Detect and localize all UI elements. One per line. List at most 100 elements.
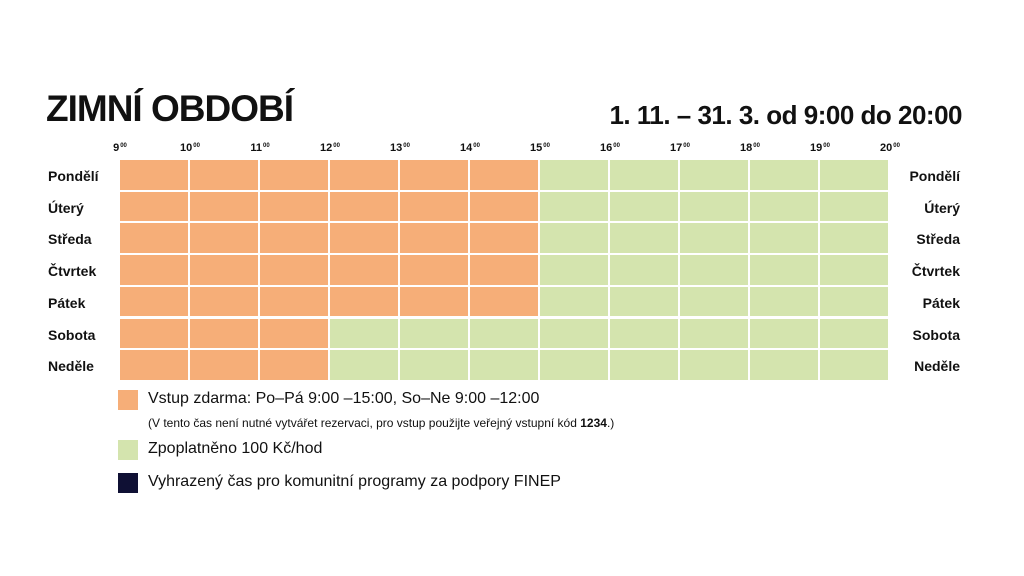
schedule-cell <box>820 318 888 349</box>
day-label-right: Úterý <box>924 199 960 216</box>
hour-tick-hour: 12 <box>320 142 333 154</box>
schedule-cell <box>260 286 328 317</box>
schedule-cell <box>400 286 468 317</box>
hour-tick: 900 <box>113 142 127 154</box>
schedule-grid <box>120 160 890 382</box>
day-label-left: Pondělí <box>48 168 99 184</box>
hour-tick: 1400 <box>460 142 480 154</box>
schedule-cell <box>470 350 538 380</box>
legend-reserved-swatch <box>118 473 138 493</box>
hour-tick-minutes: 00 <box>893 143 900 149</box>
hour-tick: 1000 <box>180 142 200 154</box>
schedule-cell <box>190 318 258 349</box>
schedule-cell <box>540 191 608 222</box>
hour-tick-hour: 9 <box>113 142 120 154</box>
schedule-cell <box>260 255 328 285</box>
day-label-left: Čtvrtek <box>48 263 97 280</box>
schedule-cell <box>540 223 608 254</box>
schedule-cell <box>680 286 748 317</box>
legend-paid-label: Zpoplatněno 100 Kč/hod <box>148 440 323 457</box>
schedule-cell <box>120 255 188 285</box>
hour-tick-hour: 14 <box>460 142 473 154</box>
schedule-cell <box>470 191 538 222</box>
schedule-cell <box>470 255 538 285</box>
hour-tick-minutes: 00 <box>543 143 550 149</box>
day-label-left: Středa <box>48 231 92 248</box>
schedule-cell <box>190 160 258 190</box>
schedule-cell <box>400 350 468 380</box>
schedule-cell <box>820 160 888 190</box>
schedule-cell <box>540 350 608 380</box>
schedule-cell <box>750 318 818 349</box>
day-label-left: Pátek <box>48 294 86 311</box>
schedule-cell <box>400 191 468 222</box>
schedule-cell <box>190 223 258 254</box>
hour-tick-hour: 20 <box>880 142 893 154</box>
schedule-cell <box>750 255 818 285</box>
schedule-cell <box>820 286 888 317</box>
hour-tick-minutes: 00 <box>823 143 830 149</box>
schedule-cell <box>610 160 678 190</box>
hour-tick-hour: 11 <box>250 142 262 154</box>
schedule-cell <box>120 350 188 380</box>
day-label-left: Úterý <box>48 199 84 216</box>
schedule-cell <box>190 350 258 380</box>
schedule-cell <box>680 255 748 285</box>
hour-tick-minutes: 00 <box>193 143 200 149</box>
day-label-left: Sobota <box>48 326 96 343</box>
schedule-cell <box>820 350 888 380</box>
schedule-cell <box>610 191 678 222</box>
schedule-cell <box>610 318 678 349</box>
hour-tick-hour: 15 <box>530 142 543 154</box>
page-title: ZIMNÍ OBDOBÍ <box>46 88 294 129</box>
schedule-cell <box>540 160 608 190</box>
schedule-cell <box>330 350 398 380</box>
hour-tick-minutes: 00 <box>403 143 410 149</box>
hour-tick-minutes: 00 <box>333 143 340 149</box>
schedule-cell <box>330 286 398 317</box>
schedule-cell <box>260 191 328 222</box>
schedule-cell <box>610 223 678 254</box>
legend-reserved-label: Vyhrazený čas pro komunitní programy za … <box>148 473 561 490</box>
hour-tick: 1200 <box>320 142 340 154</box>
schedule-cell <box>120 286 188 317</box>
day-label-left: Neděle <box>48 358 94 375</box>
schedule-cell <box>680 350 748 380</box>
hour-tick: 2000 <box>880 142 900 154</box>
day-label-right: Neděle <box>914 358 960 375</box>
schedule-cell <box>540 255 608 285</box>
day-label-right: Sobota <box>912 326 960 343</box>
schedule-cell <box>680 318 748 349</box>
schedule-cell <box>610 350 678 380</box>
schedule-cell <box>330 223 398 254</box>
schedule-cell <box>260 318 328 349</box>
schedule-cell <box>260 223 328 254</box>
schedule-cell <box>750 350 818 380</box>
hour-tick-minutes: 00 <box>473 143 480 149</box>
schedule-cell <box>120 318 188 349</box>
day-label-right: Středa <box>916 231 960 248</box>
hour-tick-hour: 10 <box>180 142 193 154</box>
schedule-cell <box>120 160 188 190</box>
schedule-cell <box>470 318 538 349</box>
schedule-cell <box>190 191 258 222</box>
legend-free-note: (V tento čas není nutné vytvářet rezerva… <box>148 416 614 430</box>
schedule-cell <box>400 160 468 190</box>
schedule-cell <box>820 191 888 222</box>
schedule-cell <box>470 286 538 317</box>
hour-tick: 1900 <box>810 142 830 154</box>
hour-tick: 1500 <box>530 142 550 154</box>
schedule-cell <box>610 255 678 285</box>
schedule-cell <box>400 255 468 285</box>
legend-free-swatch <box>118 390 138 410</box>
schedule-cell <box>260 160 328 190</box>
hour-tick-hour: 16 <box>600 142 613 154</box>
schedule-cell <box>400 318 468 349</box>
schedule-cell <box>750 286 818 317</box>
schedule-cell <box>330 318 398 349</box>
schedule-cell <box>680 160 748 190</box>
schedule-cell <box>470 160 538 190</box>
legend-free-note-text: (V tento čas není nutné vytvářet rezerva… <box>148 416 581 430</box>
hour-tick-minutes: 00 <box>683 143 690 149</box>
schedule-cell <box>260 350 328 380</box>
